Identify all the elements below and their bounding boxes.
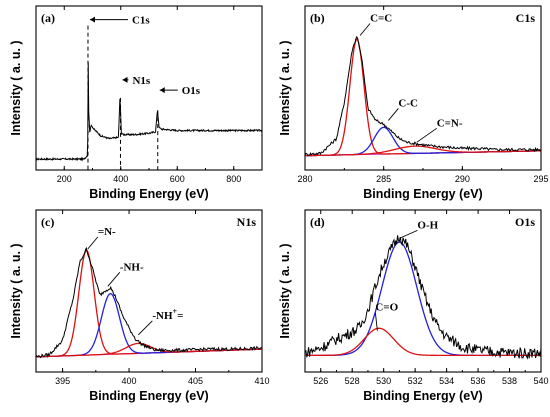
annotation-leader xyxy=(388,108,399,121)
x-tick-label: 540 xyxy=(533,376,548,386)
annotation-tail: = xyxy=(177,310,183,322)
arrow-head xyxy=(122,76,128,83)
peak-annotation: =N- xyxy=(87,226,116,250)
x-tick-label: 526 xyxy=(313,376,328,386)
annotation-text: -NH- xyxy=(120,261,144,273)
x-tick-label: 200 xyxy=(57,174,72,184)
peak-annotation: O-H xyxy=(399,219,439,239)
data-series-line xyxy=(305,35,541,157)
x-tick-label: 530 xyxy=(376,376,391,386)
chart-panel-1: 200 400 600 800 Binding Energy (eV) Intensity… xyxy=(9,5,263,201)
annotation-label: O1s xyxy=(182,85,201,97)
annotation-label: O-H xyxy=(417,219,438,231)
x-tick-label: 405 xyxy=(188,376,203,386)
chart-panel-4: 526 528 530 532 534 536 538 540 Binding Energy (… xyxy=(278,209,549,403)
peak-annotation: O1s xyxy=(157,85,201,170)
x-tick-label: 528 xyxy=(345,376,360,386)
x-axis-label: Binding Energy (eV) xyxy=(89,187,208,201)
annotation-text: O-H xyxy=(417,219,438,231)
x-tick-label: 280 xyxy=(297,174,312,184)
annotation-text: =N- xyxy=(98,226,116,238)
peak-annotation: C=C xyxy=(359,13,392,36)
annotation-label: C1s xyxy=(132,15,150,27)
panel-label: (a) xyxy=(41,11,55,25)
annotation-leader xyxy=(107,272,121,287)
annotation-text: C=C xyxy=(370,13,392,25)
x-tick-label: 290 xyxy=(455,174,470,184)
x-tick-label: 800 xyxy=(226,174,241,184)
x-tick-label: 538 xyxy=(502,376,517,386)
panel-label: (c) xyxy=(41,215,54,229)
plot-area xyxy=(305,235,541,360)
peak-annotation: -NH+= xyxy=(138,307,183,336)
x-tick-label: 395 xyxy=(55,376,70,386)
annotation-leader xyxy=(399,229,418,239)
data-series-line xyxy=(36,62,262,162)
x-tick-label: 536 xyxy=(471,376,486,386)
annotation-text: C-C xyxy=(398,97,418,109)
peak-annotation: C1s xyxy=(87,15,150,170)
x-tick-label: 285 xyxy=(376,174,391,184)
x-tick-label: 532 xyxy=(408,376,423,386)
x-axis-label: Binding Energy (eV) xyxy=(89,389,208,403)
plot-area xyxy=(36,62,262,162)
panel-title: O1s xyxy=(515,215,535,229)
peak-annotation: C=O xyxy=(374,302,399,331)
y-axis-label: Intensity ( a. u. ) xyxy=(9,40,23,135)
annotation-leader xyxy=(87,236,99,250)
annotation-label: N1s xyxy=(132,75,150,87)
x-tick-label: 400 xyxy=(113,174,128,184)
fit-component-2 xyxy=(305,327,541,356)
annotation-leader xyxy=(416,127,437,143)
panel-title: C1s xyxy=(516,11,536,25)
y-axis-label: Intensity ( a. u. ) xyxy=(278,243,292,338)
annotation-leader xyxy=(374,312,378,331)
x-tick-label: 400 xyxy=(122,376,137,386)
panel-label: (b) xyxy=(310,11,325,25)
annotation-label: -NH- xyxy=(120,261,144,273)
plot-frame xyxy=(35,209,263,373)
x-tick-label: 534 xyxy=(439,376,454,386)
x-tick-label: 600 xyxy=(170,174,185,184)
annotation-label: C=N- xyxy=(437,117,463,129)
annotation-label: C-C xyxy=(398,97,418,109)
plot-area xyxy=(305,35,541,157)
arrow-head xyxy=(159,87,165,94)
plot-area xyxy=(36,246,262,359)
peak-annotation: C-C xyxy=(388,97,418,121)
x-tick-label: 295 xyxy=(533,174,548,184)
plot-frame xyxy=(304,209,542,373)
chart-panel-3: 395 400 405 410 Binding Energy (eV) Intensity… xyxy=(9,209,270,403)
x-axis-label: Binding Energy (eV) xyxy=(363,389,482,403)
annotation-text: C=O xyxy=(375,302,398,314)
panel-label: (d) xyxy=(310,215,325,229)
y-axis-label: Intensity ( a. u. ) xyxy=(278,40,292,135)
arrow-head xyxy=(89,16,95,23)
x-tick-label: 410 xyxy=(254,376,269,386)
data-series-line xyxy=(305,235,541,360)
panel-title: N1s xyxy=(237,215,257,229)
annotation-label: C=O xyxy=(375,302,398,314)
peak-annotation: -NH- xyxy=(107,261,144,287)
annotation-label: C=C xyxy=(370,13,392,25)
chart-panel-2: 280 285 290 295 Binding Energy (eV) Intensity… xyxy=(278,5,549,201)
peak-annotation: C=N- xyxy=(416,117,463,143)
annotation-superscript: + xyxy=(173,307,178,316)
annotation-leader xyxy=(359,23,371,36)
annotation-text: C=N- xyxy=(437,117,463,129)
peak-annotation: N1s xyxy=(119,75,151,170)
annotation-label: =N- xyxy=(98,226,116,238)
annotation-text: -NH xyxy=(152,310,173,322)
y-axis-label: Intensity ( a. u. ) xyxy=(9,243,23,338)
data-series-line xyxy=(36,246,262,359)
annotation-label: -NH+= xyxy=(152,307,183,322)
annotation-leader xyxy=(138,320,153,336)
x-axis-label: Binding Energy (eV) xyxy=(363,187,482,201)
